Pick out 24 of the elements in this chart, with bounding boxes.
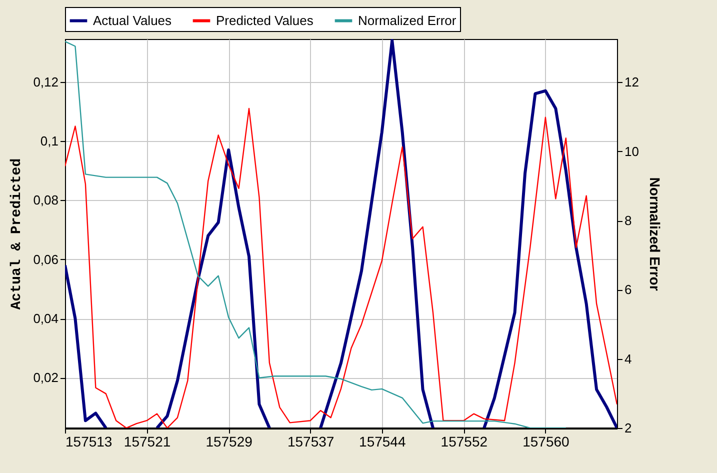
y2-tick-label: 10 bbox=[624, 144, 639, 159]
y-tick-label: 0,02 bbox=[33, 370, 58, 386]
y-tick-label: 0,08 bbox=[33, 192, 58, 208]
y-tick-label: 0,04 bbox=[33, 311, 58, 326]
y2-axis-title: Normalized Error bbox=[646, 177, 663, 292]
y-axis-title: Actual & Predicted bbox=[9, 158, 26, 310]
x-tick-label: 157521 bbox=[124, 434, 171, 450]
y2-tick-label: 2 bbox=[624, 420, 632, 436]
y-tick-label: 0,06 bbox=[33, 252, 58, 267]
legend-label: Actual Values bbox=[93, 12, 172, 28]
x-tick-label: 157560 bbox=[522, 434, 570, 450]
legend-label: Normalized Error bbox=[358, 12, 457, 28]
y2-tick-label: 8 bbox=[624, 213, 632, 228]
y2-tick-label: 12 bbox=[624, 74, 639, 90]
y-tick-label: 0,12 bbox=[33, 74, 58, 90]
x-tick-label: 157544 bbox=[359, 434, 406, 450]
x-tick-label: 157513 bbox=[66, 434, 112, 450]
y2-tick-label: 4 bbox=[624, 351, 632, 366]
x-tick-label: 157529 bbox=[206, 434, 253, 450]
legend-label: Predicted Values bbox=[216, 12, 314, 28]
x-tick-label: 157537 bbox=[287, 434, 334, 450]
y2-tick-label: 6 bbox=[624, 282, 632, 298]
x-tick-label: 157552 bbox=[440, 434, 488, 450]
y-tick-label: 0,1 bbox=[40, 134, 58, 149]
